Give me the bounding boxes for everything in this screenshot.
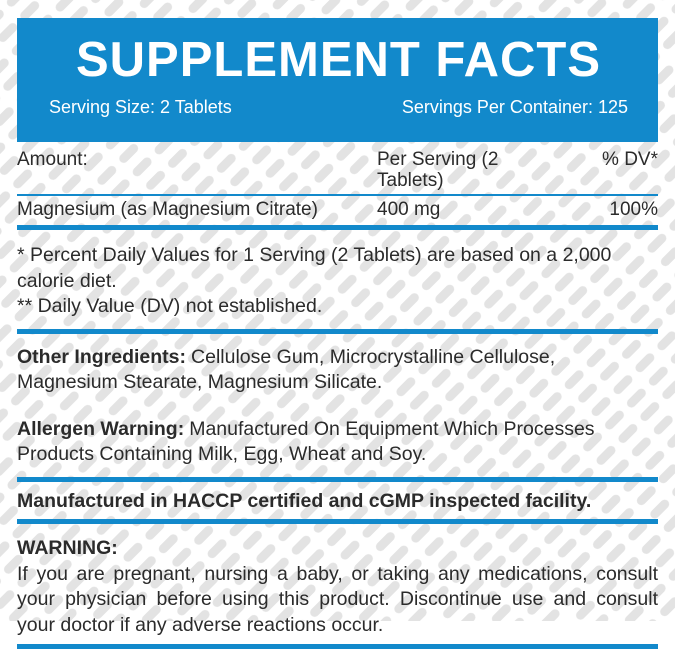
divider-thin-rule	[17, 194, 658, 196]
footnote-daily-value: * Percent Daily Values for 1 Serving (2 …	[17, 244, 612, 292]
ingredient-percent-dv: 100%	[609, 199, 658, 220]
serving-info-row: Serving Size: 2 Tablets Servings Per Con…	[49, 97, 628, 118]
allergen-warning-section: Allergen Warning: Manufactured On Equipme…	[17, 417, 629, 468]
footnote-dv-not-established: ** Daily Value (DV) not established.	[17, 295, 323, 317]
facility-note: Manufactured in HACCP certified and cGMP…	[17, 489, 592, 512]
allergen-warning-text: Manufactured On Equipment Which Processe…	[17, 417, 595, 466]
table-header-row: Amount: Per Serving (2 Tablets) % DV*	[17, 149, 658, 191]
table-row-magnesium: Magnesium (as Magnesium Citrate) 400 mg …	[17, 199, 658, 220]
serving-size-text: Serving Size: 2 Tablets	[49, 97, 232, 117]
ingredient-name: Magnesium (as Magnesium Citrate)	[17, 199, 318, 220]
divider-rule	[17, 328, 658, 334]
other-ingredients-text: Cellulose Gum, Microcrystalline Cellulos…	[17, 345, 556, 394]
divider-rule	[17, 644, 658, 649]
daily-value-footnotes: * Percent Daily Values for 1 Serving (2 …	[17, 243, 623, 320]
supplement-facts-label: SUPPLEMENT FACTS Serving Size: 2 Tablets…	[17, 0, 658, 649]
ingredient-amount: 400 mg	[377, 199, 441, 220]
servings-per-container-text: Servings Per Container: 125	[401, 97, 628, 117]
other-ingredients-section: Other Ingredients: Cellulose Gum, Microcr…	[17, 345, 603, 396]
warning-heading: WARNING:	[17, 536, 118, 559]
column-header-per-serving: Per Serving (2 Tablets)	[377, 149, 499, 191]
column-header-percent-dv: % DV*	[602, 149, 658, 170]
column-header-amount: Amount:	[17, 149, 88, 170]
divider-rule	[17, 518, 658, 524]
header-panel: SUPPLEMENT FACTS Serving Size: 2 Tablets…	[17, 18, 658, 142]
divider-rule	[17, 476, 658, 482]
allergen-warning-label: Allergen Warning:	[17, 417, 185, 440]
divider-rule	[17, 225, 658, 230]
supplement-facts-title: SUPPLEMENT FACTS	[75, 33, 602, 87]
warning-text: If you are pregnant, nursing a baby, or …	[17, 562, 658, 636]
other-ingredients-label: Other Ingredients:	[17, 345, 187, 368]
